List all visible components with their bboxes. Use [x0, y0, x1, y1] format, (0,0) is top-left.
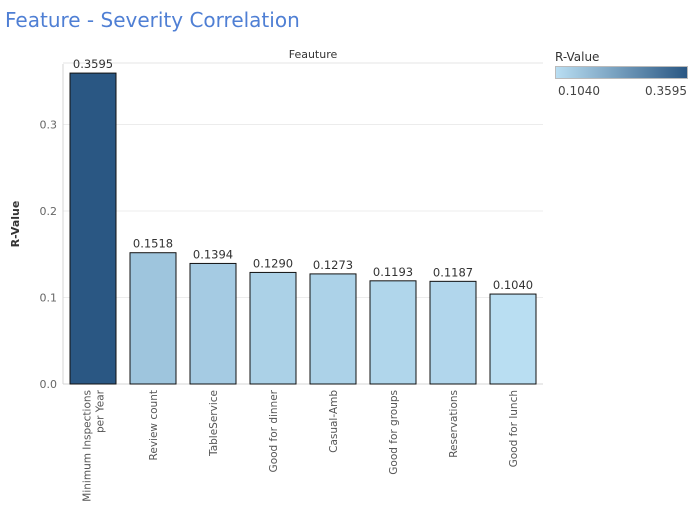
- y-axis-title: R-Value: [9, 201, 22, 248]
- legend-color-ramp[interactable]: [555, 66, 688, 79]
- y-tick-label: 0.2: [40, 205, 58, 218]
- x-tick-label: TableService: [208, 390, 220, 457]
- bar: [489, 293, 537, 385]
- x-tick-label: Casual-Amb: [328, 390, 340, 453]
- bar: [189, 262, 237, 385]
- bar-value-label: 0.1273: [313, 258, 353, 272]
- x-tick-label: per Year: [95, 389, 107, 433]
- x-tick-label: Good for dinner: [268, 389, 280, 472]
- bar-value-label: 0.3595: [73, 57, 113, 71]
- bar-value-label: 0.1518: [133, 237, 173, 251]
- bar: [69, 72, 117, 385]
- bar: [429, 280, 477, 385]
- legend-title: R-Value: [555, 50, 600, 64]
- x-tick-label: Review count: [148, 390, 160, 460]
- x-tick-label: Minimum Inspections: [82, 390, 94, 502]
- legend-min-label: 0.1040: [558, 84, 600, 98]
- column-header: Feauture: [289, 48, 338, 61]
- x-tick-label: Reservations: [448, 390, 460, 458]
- y-tick-label: 0.1: [40, 292, 58, 305]
- bar-value-label: 0.1040: [493, 278, 533, 292]
- legend-max-label: 0.3595: [645, 84, 687, 98]
- bar-value-label: 0.1187: [433, 265, 473, 279]
- bar: [309, 273, 357, 385]
- bar-value-label: 0.1394: [193, 247, 233, 261]
- bar: [129, 252, 177, 385]
- bar: [249, 271, 297, 385]
- x-tick-label: Good for groups: [388, 390, 400, 475]
- y-tick-label: 0.0: [40, 378, 58, 391]
- y-tick-label: 0.3: [40, 119, 58, 132]
- bar-value-label: 0.1290: [253, 256, 293, 270]
- x-tick-label: Good for lunch: [508, 390, 520, 467]
- bar: [369, 280, 417, 385]
- chart-title: Feature - Severity Correlation: [5, 8, 300, 32]
- bar-value-label: 0.1193: [373, 265, 413, 279]
